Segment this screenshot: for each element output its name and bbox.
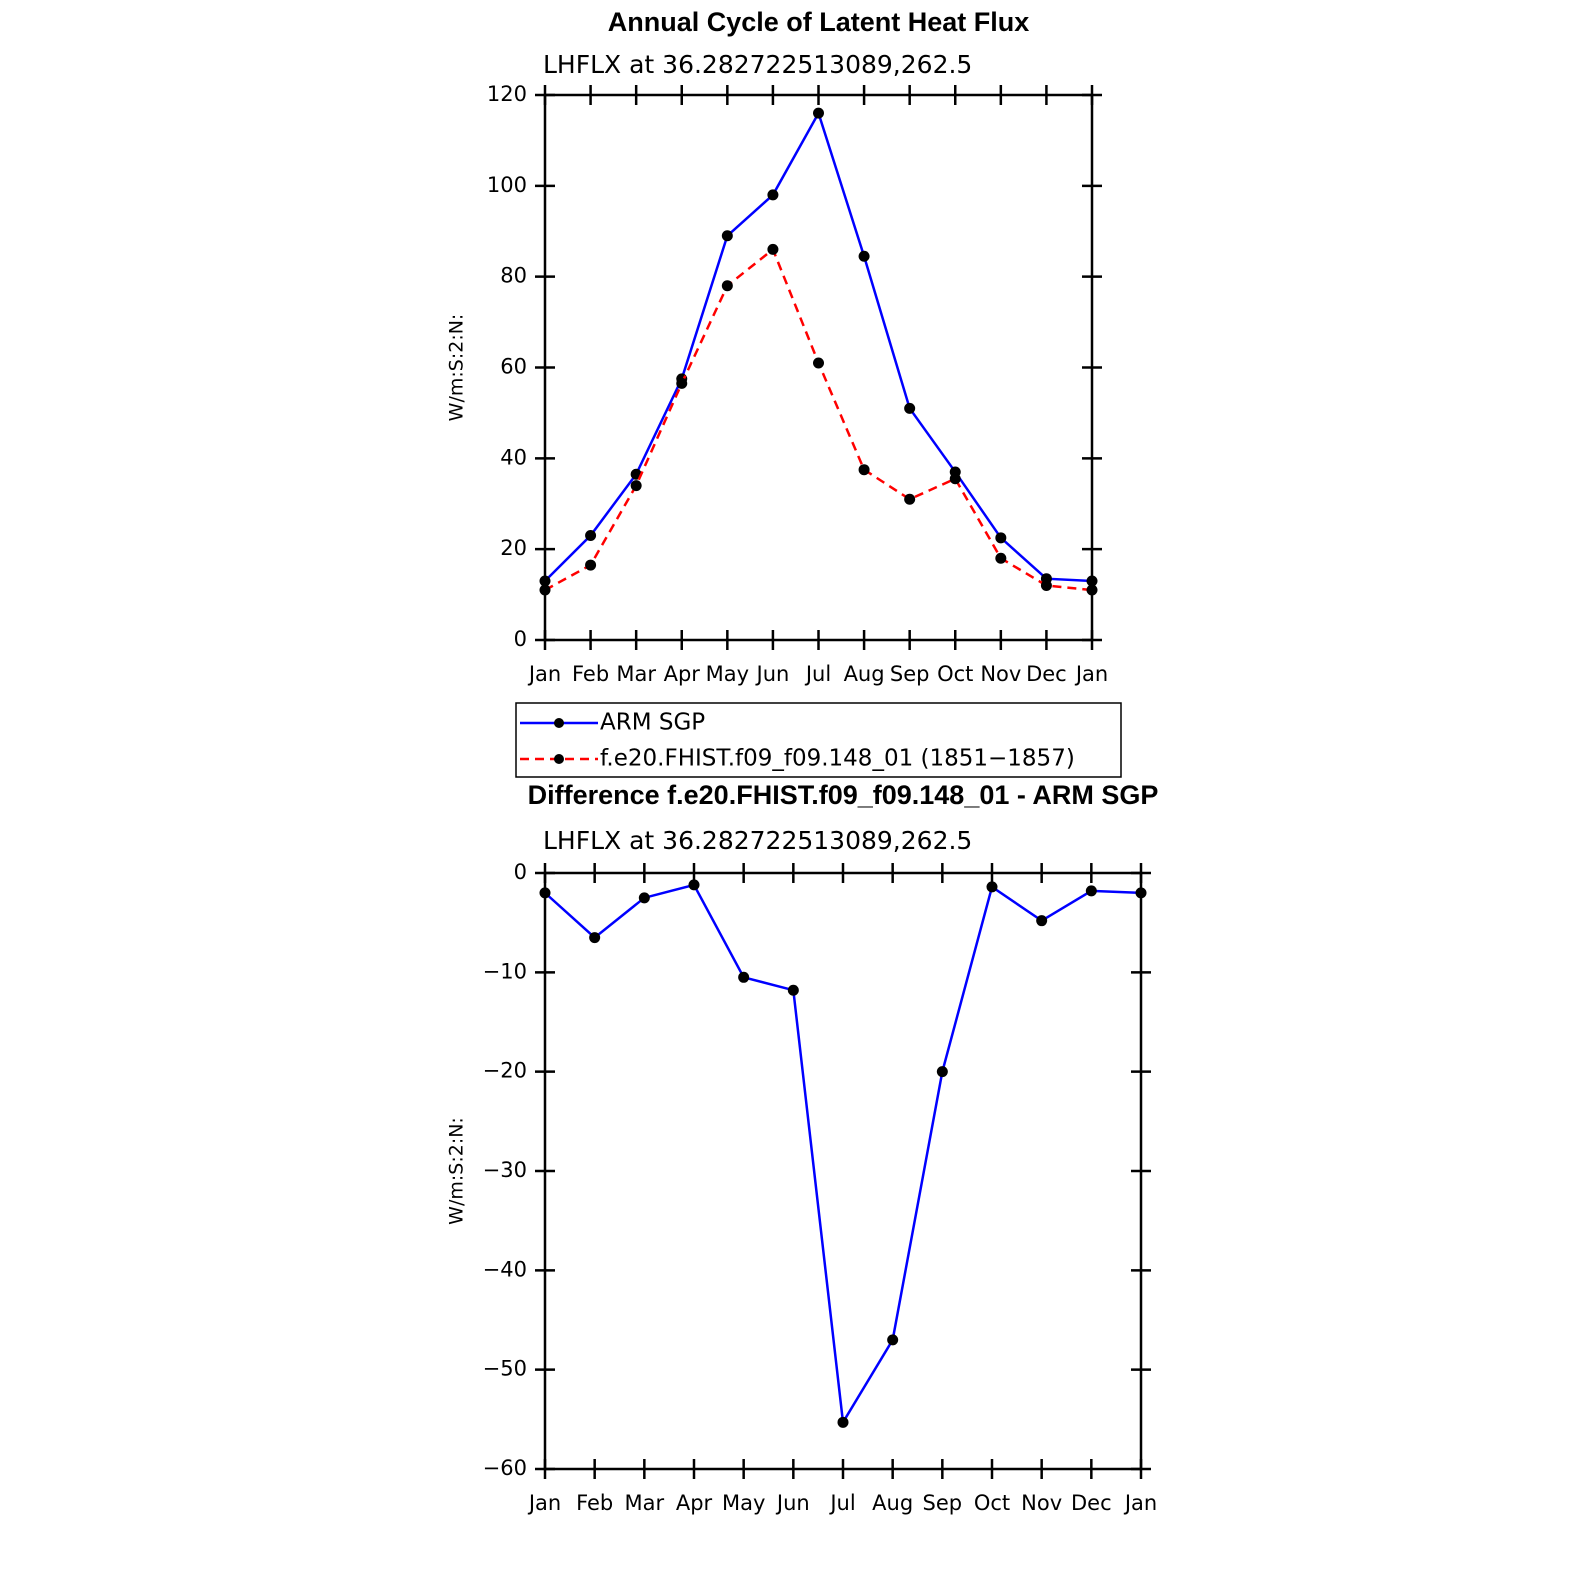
- x-tick-label: Oct: [937, 662, 973, 686]
- marker: [858, 250, 870, 262]
- x-tick-label: Apr: [664, 662, 701, 686]
- y-tick-label: −30: [483, 1158, 527, 1182]
- x-tick-label: Oct: [974, 1491, 1010, 1515]
- marker: [676, 377, 688, 389]
- marker: [585, 530, 597, 542]
- marker: [630, 480, 642, 492]
- y-tick-label: 100: [487, 173, 527, 197]
- legend-label: f.e20.FHIST.f09_f09.148_01 (1851−1857): [600, 746, 1075, 772]
- marker: [539, 584, 551, 596]
- marker: [837, 1416, 849, 1428]
- marker: [721, 280, 733, 292]
- x-tick-label: Nov: [1021, 1491, 1062, 1515]
- marker: [813, 357, 824, 369]
- legend-label: ARM SGP: [600, 710, 705, 736]
- y-tick-label: 0: [514, 860, 527, 884]
- marker: [721, 230, 733, 242]
- x-tick-label: Dec: [1026, 662, 1067, 686]
- x-tick-label: Mar: [616, 662, 656, 686]
- marker: [638, 892, 650, 904]
- y-axis-label: W/m:S:2:N:: [446, 1117, 468, 1225]
- x-tick-label: May: [722, 1491, 765, 1515]
- marker: [813, 107, 824, 119]
- marker: [887, 1334, 899, 1346]
- subtitle: LHFLX at 36.282722513089,262.5: [543, 826, 972, 855]
- x-tick-label: May: [706, 662, 749, 686]
- marker: [995, 532, 1007, 544]
- marker: [936, 1066, 948, 1078]
- marker: [767, 243, 779, 255]
- x-tick-label: Aug: [872, 1491, 913, 1515]
- marker: [904, 402, 916, 414]
- marker: [1135, 887, 1147, 899]
- x-tick-label: Jun: [755, 662, 790, 686]
- chart-title: Annual Cycle of Latent Heat Flux: [608, 7, 1030, 37]
- x-tick-label: Feb: [572, 662, 609, 686]
- x-tick-label: Dec: [1071, 1491, 1112, 1515]
- y-tick-label: 120: [487, 82, 527, 106]
- y-tick-label: −50: [483, 1357, 527, 1381]
- x-tick-label: Jan: [1123, 1491, 1157, 1515]
- x-tick-label: Sep: [890, 662, 930, 686]
- marker: [904, 493, 916, 505]
- x-tick-label: Jan: [527, 1491, 561, 1515]
- marker: [986, 881, 998, 893]
- y-tick-label: −20: [483, 1059, 527, 1083]
- x-tick-label: Apr: [676, 1491, 713, 1515]
- marker: [1085, 885, 1097, 897]
- y-tick-label: 60: [500, 355, 527, 379]
- marker: [767, 189, 779, 201]
- marker: [585, 559, 597, 571]
- y-tick-label: −60: [483, 1456, 527, 1480]
- marker: [995, 552, 1007, 564]
- marker: [858, 464, 870, 476]
- legend-marker: [554, 754, 564, 764]
- chart-title: Difference f.e20.FHIST.f09_f09.148_01 - …: [528, 780, 1159, 810]
- marker: [1040, 580, 1052, 591]
- x-tick-label: Jan: [1074, 662, 1108, 686]
- subtitle: LHFLX at 36.282722513089,262.5: [543, 50, 972, 79]
- legend-box: [515, 702, 1122, 778]
- marker: [589, 932, 601, 944]
- marker: [738, 971, 750, 983]
- x-tick-label: Aug: [844, 662, 885, 686]
- marker: [539, 575, 551, 587]
- y-tick-label: −10: [483, 959, 527, 983]
- x-tick-label: Nov: [980, 662, 1021, 686]
- y-tick-label: 20: [500, 536, 527, 560]
- marker: [688, 879, 700, 891]
- x-tick-label: Jul: [804, 662, 831, 686]
- marker: [949, 473, 961, 485]
- marker: [539, 887, 551, 899]
- x-tick-label: Jan: [527, 662, 561, 686]
- y-tick-label: −40: [483, 1257, 527, 1281]
- y-tick-label: 40: [500, 445, 527, 469]
- marker: [1036, 915, 1048, 927]
- y-axis-label: W/m:S:2:N:: [446, 314, 468, 422]
- x-tick-label: Feb: [576, 1491, 613, 1515]
- marker: [787, 984, 799, 996]
- x-tick-label: Mar: [625, 1491, 665, 1515]
- x-tick-label: Jun: [775, 1491, 810, 1515]
- marker: [1086, 575, 1098, 587]
- x-tick-label: Jul: [828, 1491, 855, 1515]
- y-tick-label: 0: [514, 627, 527, 651]
- marker: [1086, 584, 1098, 596]
- x-tick-label: Sep: [923, 1491, 963, 1515]
- legend-marker: [554, 718, 564, 728]
- y-tick-label: 80: [500, 264, 527, 288]
